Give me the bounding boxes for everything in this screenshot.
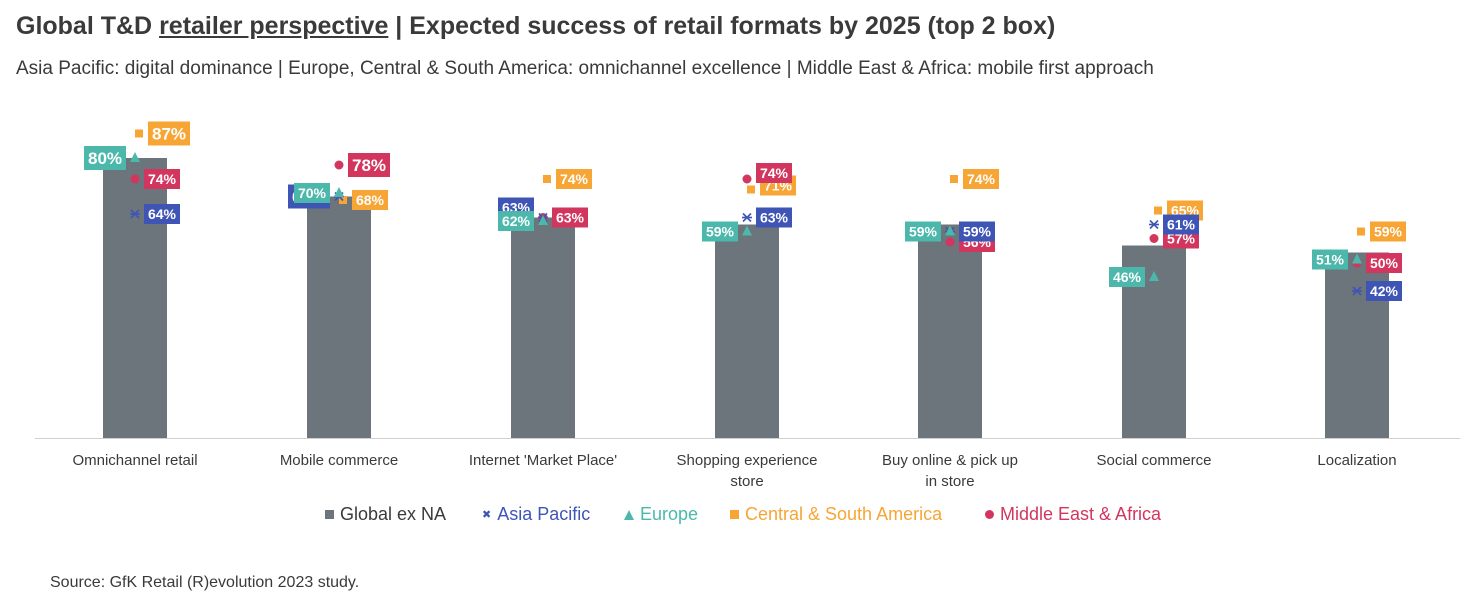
bar-global-2 bbox=[511, 217, 575, 438]
marker-mea-0 bbox=[130, 174, 140, 184]
bar-global-4 bbox=[918, 224, 982, 438]
legend-marker-mea bbox=[985, 510, 994, 519]
data-label-mea-2: 63% bbox=[556, 210, 585, 226]
data-label-mea-3-bg bbox=[756, 163, 792, 183]
legend-label-europe: Europe bbox=[640, 504, 699, 524]
data-label-csa-0-bg bbox=[148, 121, 190, 146]
data-label-csa-2-bg bbox=[556, 169, 592, 189]
data-label-asia-6: 42% bbox=[1370, 283, 1399, 299]
legend-label-mea: Middle East & Africa bbox=[1000, 504, 1162, 524]
data-label-csa-6-bg bbox=[1370, 221, 1406, 242]
data-label-csa-0: 87% bbox=[152, 125, 186, 144]
chart-subtitle: Asia Pacific: digital dominance | Europe… bbox=[16, 58, 1154, 79]
marker-csa-2 bbox=[543, 175, 551, 183]
chart-legend: Global ex NA ✖ Asia Pacific Europe Central &… bbox=[0, 504, 1482, 530]
data-label-mea-1-bg bbox=[348, 153, 390, 177]
marker-mea-5 bbox=[1149, 234, 1159, 243]
bar-global-0 bbox=[103, 158, 167, 438]
bar-global-6 bbox=[1325, 252, 1389, 438]
x-tick-label-4: Buy online & pick up in store bbox=[882, 452, 1018, 490]
data-label-asia-3-bg bbox=[756, 207, 792, 228]
data-label-europe-5-bg bbox=[1109, 267, 1145, 287]
x-tick-label-6: Localization bbox=[1317, 452, 1396, 469]
legend-item-global: Global ex NA bbox=[325, 504, 446, 525]
data-label-mea-6-bg bbox=[1366, 253, 1402, 273]
data-label-csa-4: 74% bbox=[967, 171, 996, 187]
data-label-mea-1: 78% bbox=[352, 156, 386, 175]
data-label-europe-3-bg bbox=[702, 221, 738, 242]
data-label-europe-1-bg bbox=[294, 183, 330, 203]
x-tick-label-0: Omnichannel retail bbox=[72, 452, 197, 469]
data-label-asia-3: 63% bbox=[760, 210, 789, 226]
marker-europe-2 bbox=[538, 215, 548, 225]
legend-marker-europe bbox=[624, 509, 634, 520]
data-label-mea-2-bg bbox=[552, 207, 588, 228]
bar-global-1 bbox=[307, 196, 371, 438]
marker-mea-1 bbox=[334, 160, 344, 170]
legend-marker-asia: ✖ bbox=[482, 509, 492, 521]
data-label-csa-4-bg bbox=[963, 169, 999, 189]
title-part-1: Global T&D bbox=[16, 12, 160, 40]
legend-label-csa: Central & South America bbox=[745, 504, 943, 524]
x-tick-label-1: Mobile commerce bbox=[280, 452, 398, 469]
legend-marker-csa bbox=[730, 510, 739, 519]
legend-label-global: Global ex NA bbox=[340, 504, 447, 524]
data-label-asia-6-bg bbox=[1366, 281, 1402, 301]
marker-csa-0 bbox=[135, 129, 143, 138]
title-part-2: retailer perspective bbox=[159, 12, 389, 40]
data-label-europe-6-bg bbox=[1312, 249, 1348, 270]
x-tick-label-5: Social commerce bbox=[1096, 452, 1211, 469]
marker-csa-6 bbox=[1357, 227, 1365, 236]
data-label-asia-5-bg bbox=[1163, 214, 1199, 235]
data-label-europe-1: 70% bbox=[298, 185, 327, 201]
data-label-europe-0: 80% bbox=[88, 149, 122, 168]
marker-europe-1 bbox=[334, 187, 344, 197]
source-note: Source: GfK Retail (R)evolution 2023 stu… bbox=[50, 574, 360, 591]
marker-csa-4 bbox=[950, 175, 958, 183]
legend-marker-global bbox=[325, 510, 334, 519]
legend-item-mea: Middle East & Africa bbox=[985, 504, 1161, 525]
data-label-europe-2: 62% bbox=[502, 213, 531, 229]
data-label-asia-4-bg bbox=[959, 221, 995, 242]
chart-title: Global T&D retailer perspective | Expect… bbox=[16, 12, 1055, 41]
data-label-csa-2: 74% bbox=[560, 171, 589, 187]
data-label-asia-5: 61% bbox=[1167, 217, 1196, 233]
data-label-europe-4-bg bbox=[905, 221, 941, 242]
marker-csa-5 bbox=[1154, 206, 1162, 215]
marker-mea-3 bbox=[742, 174, 752, 184]
data-label-mea-3: 74% bbox=[760, 165, 789, 181]
data-label-csa-1-bg bbox=[352, 190, 388, 210]
legend-item-asia: ✖ Asia Pacific bbox=[482, 504, 590, 525]
data-label-europe-6: 51% bbox=[1316, 252, 1345, 268]
legend-item-csa: Central & South America bbox=[730, 504, 942, 525]
data-label-asia-4: 59% bbox=[963, 224, 992, 240]
x-tick-label-3: Shopping experience store bbox=[677, 452, 818, 490]
data-label-europe-3: 59% bbox=[706, 224, 735, 240]
marker-europe-3 bbox=[742, 225, 752, 236]
marker-mea-4 bbox=[945, 237, 955, 247]
marker-europe-4 bbox=[945, 225, 955, 236]
marker-europe-5 bbox=[1149, 271, 1159, 281]
data-label-csa-6: 59% bbox=[1374, 224, 1403, 240]
marker-csa-3 bbox=[747, 185, 755, 194]
data-label-mea-5: 57% bbox=[1167, 231, 1196, 247]
marker-europe-0 bbox=[130, 152, 140, 162]
data-label-asia-0-bg bbox=[144, 204, 180, 224]
data-label-europe-5: 46% bbox=[1113, 269, 1142, 285]
data-label-europe-4: 59% bbox=[909, 224, 938, 240]
legend-label-asia: Asia Pacific bbox=[497, 504, 591, 524]
x-tick-label-2: Internet 'Market Place' bbox=[469, 452, 617, 469]
data-label-europe-2-bg bbox=[498, 211, 534, 231]
marker-europe-6 bbox=[1352, 253, 1362, 264]
data-label-csa-1: 68% bbox=[356, 192, 385, 208]
data-label-mea-0-bg bbox=[144, 169, 180, 189]
data-label-mea-0: 74% bbox=[148, 171, 177, 187]
title-part-3: | Expected success of retail formats by … bbox=[388, 12, 1056, 40]
bar-global-3 bbox=[715, 224, 779, 438]
data-label-mea-6: 50% bbox=[1370, 255, 1399, 271]
data-label-asia-0: 64% bbox=[148, 206, 177, 222]
legend-item-europe: Europe bbox=[624, 504, 698, 525]
data-label-europe-0-bg bbox=[84, 146, 126, 170]
chart-plot: Omnichannel retail Mobile commerce Interne… bbox=[35, 121, 1460, 490]
